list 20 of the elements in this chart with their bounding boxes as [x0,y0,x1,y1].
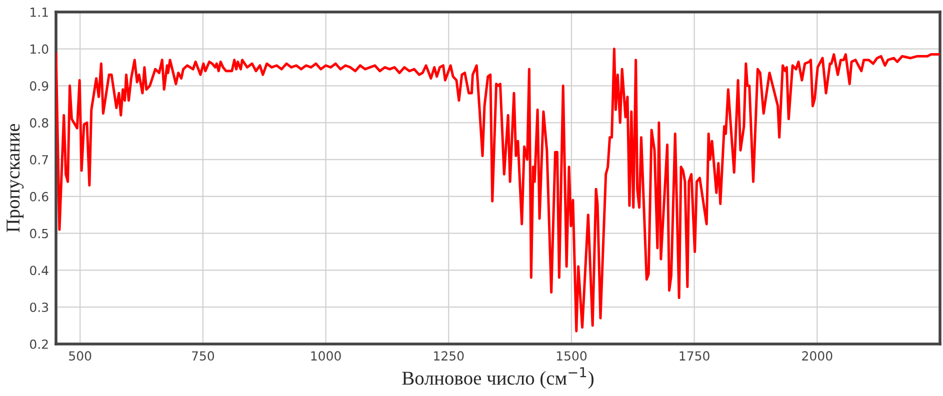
x-tick-label: 1250 [434,351,464,361]
x-axis-title: Волновое число (см$^{−1}$) [402,367,594,389]
y-tick-label: 0.7 [30,155,48,164]
y-tick-label: 0.4 [30,266,48,276]
y-tick-label: 0.9 [30,81,48,91]
x-tick-label: 1750 [680,351,710,361]
y-tick-label: 0.2 [30,339,48,349]
x-tick-label: 1000 [311,351,341,361]
x-tick-label: 750 [192,351,214,361]
y-axis-title: Пропускание [6,124,24,232]
y-tick-label: 0.6 [30,192,48,202]
x-tick-label: 2000 [802,351,832,361]
y-tick-label: 0.8 [30,118,48,128]
x-tick-label: 500 [69,351,92,361]
y-tick-label: 0.5 [30,228,48,238]
y-tick-label: 0.3 [30,302,48,312]
y-tick-label: 1.1 [30,8,48,17]
x-tick-label: 1500 [556,351,587,361]
y-tick-label: 1.0 [30,44,48,54]
line-series [56,48,940,332]
